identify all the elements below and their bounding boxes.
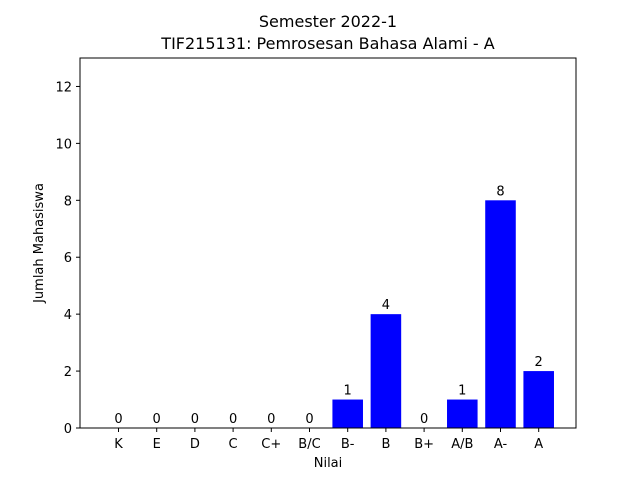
bar-10 bbox=[485, 200, 516, 428]
x-tick-label: C+ bbox=[261, 437, 281, 452]
bar-labels-group: 0 0 0 0 0 0 1 4 0 1 8 2 bbox=[114, 184, 542, 427]
x-axis-label: Nilai bbox=[314, 456, 343, 471]
bar-value-label: 0 bbox=[229, 412, 237, 427]
y-tick-label: 10 bbox=[55, 137, 72, 152]
y-tick-label: 6 bbox=[64, 251, 72, 266]
bars-group bbox=[332, 200, 554, 428]
bar-11 bbox=[523, 371, 554, 428]
x-tick-label: E bbox=[153, 437, 161, 452]
bar-value-label: 0 bbox=[191, 412, 199, 427]
plot-frame bbox=[79, 57, 577, 429]
bar-value-label: 1 bbox=[458, 384, 466, 399]
bar-value-label: 0 bbox=[114, 412, 122, 427]
x-tick-label: B bbox=[381, 437, 390, 452]
bar-value-label: 0 bbox=[305, 412, 313, 427]
x-tick-label: B/C bbox=[298, 437, 320, 452]
x-axis-ticks: K E D C C+ B/C B- B B+ A/B A- A bbox=[114, 428, 543, 452]
x-tick-label: A/B bbox=[451, 437, 473, 452]
x-tick-label: C bbox=[229, 437, 238, 452]
x-tick-label: K bbox=[114, 437, 123, 452]
x-tick-label: D bbox=[190, 437, 200, 452]
bar-value-label: 0 bbox=[153, 412, 161, 427]
y-axis-ticks: 0 2 4 6 8 10 12 bbox=[55, 80, 80, 437]
bar-value-label: 0 bbox=[267, 412, 275, 427]
bar-9 bbox=[447, 399, 478, 428]
bar-value-label: 1 bbox=[344, 384, 352, 399]
y-tick-label: 0 bbox=[64, 422, 72, 437]
chart-title: Semester 2022-1 bbox=[259, 12, 397, 31]
bar-value-label: 8 bbox=[496, 184, 504, 199]
x-tick-label: A bbox=[534, 437, 543, 452]
y-axis-label: Jumlah Mahasiswa bbox=[32, 183, 47, 304]
x-tick-label: B+ bbox=[414, 437, 434, 452]
y-tick-label: 12 bbox=[55, 80, 72, 95]
x-tick-label: A- bbox=[494, 437, 508, 452]
bar-7 bbox=[370, 314, 402, 428]
x-tick-label: B- bbox=[341, 437, 355, 452]
bar-value-label: 4 bbox=[382, 298, 390, 313]
bar-value-label: 0 bbox=[420, 412, 428, 427]
y-tick-label: 8 bbox=[64, 194, 72, 209]
bar-value-label: 2 bbox=[535, 355, 543, 370]
y-tick-label: 2 bbox=[64, 365, 72, 380]
y-tick-label: 4 bbox=[64, 308, 72, 323]
bar-6 bbox=[332, 399, 363, 428]
chart-subtitle: TIF215131: Pemrosesan Bahasa Alami - A bbox=[160, 34, 494, 53]
